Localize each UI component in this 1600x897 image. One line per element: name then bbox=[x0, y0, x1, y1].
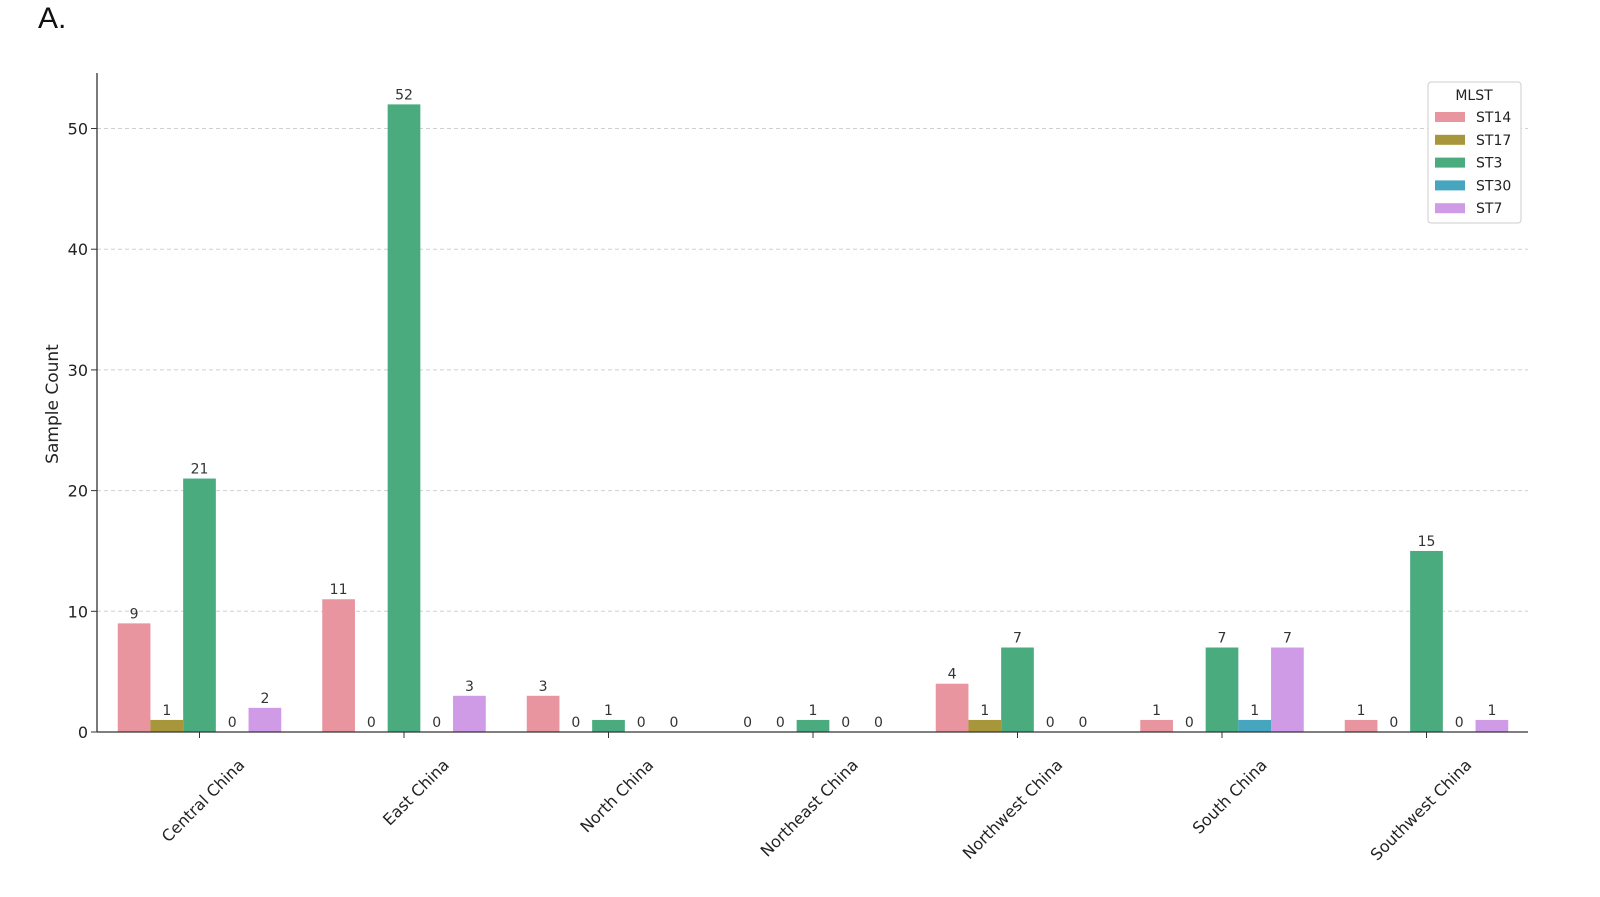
y-tick-label: 10 bbox=[68, 602, 88, 621]
legend-label: ST17 bbox=[1476, 133, 1511, 149]
bar-value-label: 0 bbox=[1046, 715, 1055, 731]
bar bbox=[592, 719, 625, 732]
bar-value-label: 7 bbox=[1283, 631, 1292, 647]
bar bbox=[968, 719, 1002, 732]
bar-value-label: 1 bbox=[980, 703, 989, 719]
bar-value-label: 3 bbox=[539, 679, 548, 695]
legend-swatch bbox=[1435, 134, 1465, 145]
gridlines bbox=[97, 128, 1528, 612]
legend-swatch bbox=[1435, 203, 1465, 214]
bar-value-label: 0 bbox=[743, 715, 752, 731]
legend-swatch bbox=[1435, 157, 1465, 168]
bar-value-label: 9 bbox=[130, 606, 139, 622]
bar-value-label: 2 bbox=[260, 691, 269, 707]
bar bbox=[248, 707, 282, 732]
legend-title: MLST bbox=[1455, 88, 1493, 104]
bar-value-label: 0 bbox=[228, 715, 237, 731]
legend-label: ST30 bbox=[1476, 178, 1511, 194]
bar-value-label: 1 bbox=[162, 703, 171, 719]
bar-value-label: 0 bbox=[1078, 715, 1087, 731]
legend-label: ST7 bbox=[1476, 201, 1502, 217]
bar bbox=[183, 478, 216, 732]
x-tick-label: Northwest China bbox=[959, 755, 1067, 863]
x-ticks: Central China East China North China Northe… bbox=[158, 732, 1476, 864]
bar-value-label: 1 bbox=[1487, 703, 1496, 719]
bar-value-label: 0 bbox=[1389, 715, 1398, 731]
bar-value-label: 52 bbox=[395, 87, 413, 103]
bar-value-label: 1 bbox=[1250, 703, 1259, 719]
bar-value-label: 15 bbox=[1418, 534, 1436, 550]
y-axis-title: Sample Count bbox=[43, 344, 63, 464]
bar-value-label: 7 bbox=[1218, 631, 1227, 647]
bar bbox=[453, 695, 486, 732]
y-tick-label: 20 bbox=[68, 482, 88, 501]
bar-value-label: 7 bbox=[1013, 631, 1022, 647]
bar bbox=[796, 719, 830, 732]
bar bbox=[1475, 719, 1509, 732]
bar-value-label: 0 bbox=[1185, 715, 1194, 731]
bar bbox=[1001, 647, 1034, 732]
bar-labels: 9 1 21 0 2 11 0 52 0 3 3 0 1 0 0 0 0 1 0 0 4 1 7 0 0 1 0 7 1 7 1 0 15 0 1 bbox=[130, 87, 1497, 731]
bar bbox=[150, 719, 184, 732]
y-tick-label: 40 bbox=[68, 240, 88, 259]
bar bbox=[117, 623, 151, 732]
legend-items: ST14 ST17 ST3 ST30 ST7 bbox=[1435, 110, 1511, 217]
bar-value-label: 0 bbox=[776, 715, 785, 731]
bar-value-label: 1 bbox=[1357, 703, 1366, 719]
x-tick-label: Southwest China bbox=[1367, 755, 1476, 864]
bar-value-label: 0 bbox=[1455, 715, 1464, 731]
bar bbox=[1205, 647, 1239, 732]
bar bbox=[1140, 719, 1173, 732]
bar bbox=[322, 599, 355, 732]
bar-value-label: 4 bbox=[948, 667, 957, 683]
panel-label: A. bbox=[38, 2, 67, 35]
x-tick-label: East China bbox=[379, 755, 453, 829]
bar bbox=[1271, 647, 1304, 732]
bar-value-label: 3 bbox=[465, 679, 474, 695]
bar-value-label: 11 bbox=[330, 582, 348, 598]
bar-value-label: 21 bbox=[191, 462, 209, 478]
bar bbox=[1238, 719, 1272, 732]
bar-value-label: 0 bbox=[367, 715, 376, 731]
legend: MLST ST14 ST17 ST3 ST30 ST7 bbox=[1427, 81, 1522, 224]
bar-value-label: 0 bbox=[571, 715, 580, 731]
x-tick-label: Northeast China bbox=[757, 755, 862, 860]
bar-value-label: 1 bbox=[809, 703, 818, 719]
bar-value-label: 0 bbox=[874, 715, 883, 731]
x-tick-label: North China bbox=[576, 755, 657, 836]
y-tick-label: 30 bbox=[68, 361, 88, 380]
x-tick-label: South China bbox=[1189, 755, 1271, 837]
y-tick-label: 50 bbox=[68, 120, 88, 139]
bar-value-label: 0 bbox=[432, 715, 441, 731]
legend-label: ST3 bbox=[1476, 156, 1502, 172]
legend-swatch bbox=[1435, 112, 1465, 122]
bar bbox=[387, 104, 421, 732]
bar-value-label: 0 bbox=[637, 715, 646, 731]
y-tick-label: 0 bbox=[78, 723, 88, 742]
legend-swatch bbox=[1435, 180, 1465, 191]
bar-value-label: 0 bbox=[669, 715, 678, 731]
bar bbox=[1344, 719, 1378, 732]
bar-value-label: 1 bbox=[1152, 703, 1161, 719]
bar-value-label: 0 bbox=[841, 715, 850, 731]
legend-label: ST14 bbox=[1476, 110, 1511, 126]
bar bbox=[935, 683, 969, 732]
bar-value-label: 1 bbox=[604, 703, 613, 719]
axes bbox=[96, 73, 1528, 733]
x-tick-label: Central China bbox=[158, 755, 249, 846]
bar bbox=[1410, 550, 1443, 732]
bars bbox=[117, 104, 1509, 732]
y-ticks: 0 10 20 30 40 50 bbox=[68, 120, 97, 742]
bar bbox=[526, 695, 560, 732]
